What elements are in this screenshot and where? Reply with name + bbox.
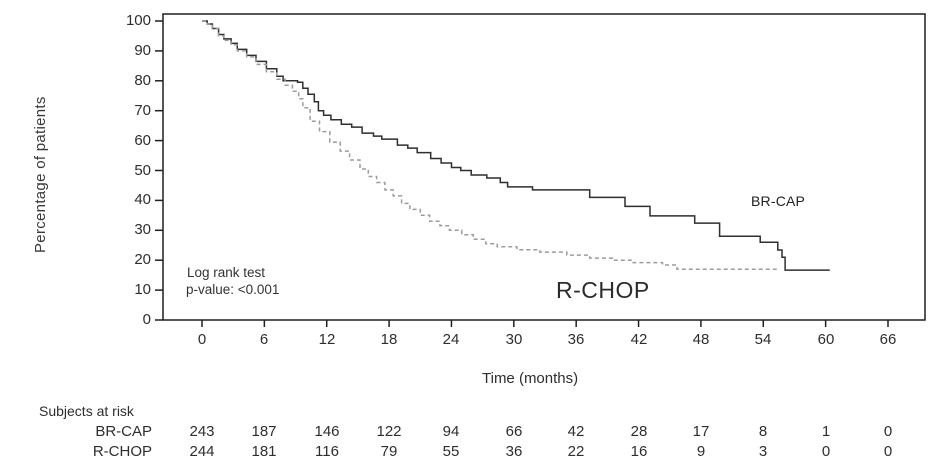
survival-curve-rchop <box>202 20 777 270</box>
risk-count: 0 <box>821 443 831 460</box>
risk-count: 122 <box>376 423 402 440</box>
risk-count: 66 <box>505 423 523 440</box>
risk-count: 0 <box>883 423 893 440</box>
logrank-annotation-line2: p-value: <0.001 <box>186 282 280 297</box>
risk-count: 22 <box>567 443 585 460</box>
x-tick-label: 6 <box>259 331 269 348</box>
risk-count: 79 <box>380 443 398 460</box>
y-tick-label: 0 <box>142 311 151 328</box>
x-tick-label: 24 <box>442 331 460 348</box>
y-tick-label: 80 <box>134 72 151 89</box>
x-tick-label: 12 <box>318 331 336 348</box>
y-tick-label: 20 <box>134 251 151 268</box>
plot-border <box>162 13 926 321</box>
x-tick-label: 54 <box>754 331 772 348</box>
risk-count: 94 <box>442 423 460 440</box>
y-tick-label: 70 <box>134 102 151 119</box>
x-tick-label: 18 <box>380 331 398 348</box>
y-tick-label: 10 <box>134 281 151 298</box>
risk-count: 244 <box>189 443 215 460</box>
x-tick-label: 42 <box>630 331 648 348</box>
risk-count: 17 <box>692 423 710 440</box>
risk-count: 42 <box>567 423 585 440</box>
risk-count: 8 <box>758 423 768 440</box>
subjects-at-risk-title: Subjects at risk <box>39 403 134 419</box>
risk-count: 28 <box>630 423 648 440</box>
risk-count: 187 <box>251 423 277 440</box>
curve-label-brcap: BR-CAP <box>751 193 806 209</box>
risk-count: 55 <box>442 443 460 460</box>
x-axis-title: Time (months) <box>482 370 579 387</box>
risk-count: 146 <box>314 423 340 440</box>
risk-row-label-rchop: R-CHOP <box>92 443 152 460</box>
x-tick-label: 66 <box>879 331 897 348</box>
x-tick-label: 0 <box>197 331 207 348</box>
risk-count: 3 <box>758 443 768 460</box>
logrank-annotation-line1: Log rank test <box>187 265 266 280</box>
x-tick-label: 48 <box>692 331 710 348</box>
survival-curve-brcap <box>202 20 830 271</box>
x-tick-label: 60 <box>817 331 835 348</box>
risk-count: 1 <box>821 423 831 440</box>
risk-count: 116 <box>315 443 339 460</box>
y-tick-label: 60 <box>134 132 151 149</box>
x-tick-label: 36 <box>567 331 585 348</box>
risk-row-label-brcap: BR-CAP <box>95 423 152 440</box>
curve-label-rchop: R-CHOP <box>556 277 650 303</box>
risk-count: 181 <box>251 443 277 460</box>
x-tick-label: 30 <box>505 331 523 348</box>
y-tick-label: 30 <box>134 221 151 238</box>
y-axis-title: Percentage of patients <box>32 96 49 253</box>
y-tick-label: 50 <box>134 162 151 179</box>
risk-count: 9 <box>696 443 706 460</box>
risk-count: 16 <box>630 443 648 460</box>
risk-count: 243 <box>189 423 215 440</box>
y-tick-label: 90 <box>134 42 151 59</box>
risk-count: 0 <box>883 443 893 460</box>
risk-count: 36 <box>505 443 523 460</box>
y-tick-label: 40 <box>134 191 151 208</box>
y-tick-label: 100 <box>125 12 151 29</box>
